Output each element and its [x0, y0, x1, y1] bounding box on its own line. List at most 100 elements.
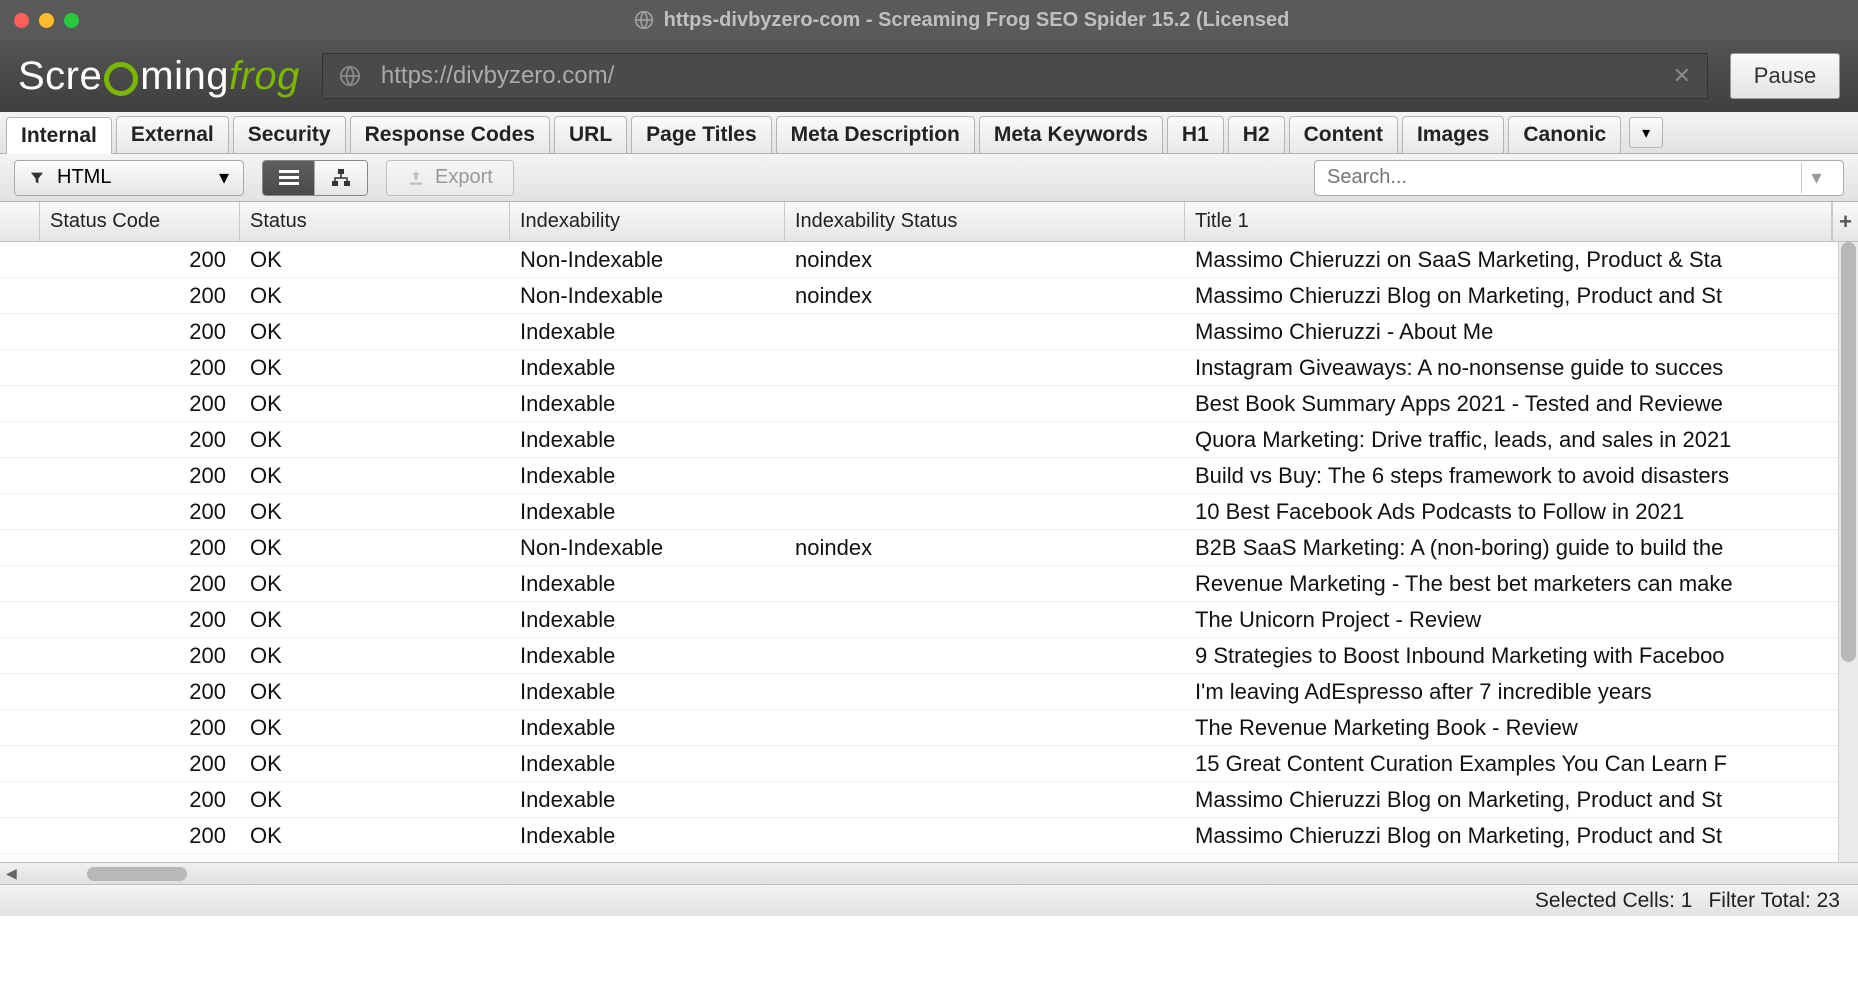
cell-indexability[interactable]: Indexable: [510, 494, 785, 529]
cell-title1[interactable]: Quora Marketing: Drive traffic, leads, a…: [1185, 422, 1858, 457]
url-input-text[interactable]: https://divbyzero.com/: [381, 62, 614, 90]
table-row[interactable]: 200OKIndexableQuora Marketing: Drive tra…: [0, 422, 1858, 458]
cell-status[interactable]: OK: [240, 782, 510, 817]
table-row[interactable]: 200OKIndexable Massimo Chieruzzi - About …: [0, 314, 1858, 350]
cell-status-code[interactable]: 200: [40, 638, 240, 673]
cell-indexability-status[interactable]: noindex: [785, 530, 1185, 565]
table-row[interactable]: 200OKIndexableMassimo Chieruzzi Blog on …: [0, 782, 1858, 818]
cell-status-code[interactable]: 200: [40, 818, 240, 853]
table-row[interactable]: 200OKNon-IndexablenoindexMassimo Chieruz…: [0, 242, 1858, 278]
pause-button[interactable]: Pause: [1730, 53, 1840, 99]
cell-title1[interactable]: Revenue Marketing - The best bet markete…: [1185, 566, 1858, 601]
table-row[interactable]: 200OKIndexable9 Strategies to Boost Inbo…: [0, 638, 1858, 674]
table-row[interactable]: 200OKIndexableBest Book Summary Apps 202…: [0, 386, 1858, 422]
close-window-button[interactable]: [14, 13, 29, 28]
cell-status-code[interactable]: 200: [40, 782, 240, 817]
tab-response-codes[interactable]: Response Codes: [350, 116, 550, 153]
search-dropdown-button[interactable]: ▾: [1801, 163, 1831, 193]
cell-indexability[interactable]: Indexable: [510, 566, 785, 601]
cell-status-code[interactable]: 200: [40, 386, 240, 421]
cell-indexability-status[interactable]: [785, 710, 1185, 745]
cell-status[interactable]: OK: [240, 566, 510, 601]
cell-status-code[interactable]: 200: [40, 458, 240, 493]
table-row[interactable]: 200OKIndexable15 Great Content Curation …: [0, 746, 1858, 782]
cell-status-code[interactable]: 200: [40, 242, 240, 277]
add-column-button[interactable]: +: [1832, 202, 1858, 241]
cell-title1[interactable]: Massimo Chieruzzi on SaaS Marketing, Pro…: [1185, 242, 1858, 277]
cell-indexability-status[interactable]: [785, 494, 1185, 529]
cell-indexability[interactable]: Indexable: [510, 602, 785, 637]
cell-indexability-status[interactable]: [785, 386, 1185, 421]
table-row[interactable]: 200OKIndexableI'm leaving AdEspresso aft…: [0, 674, 1858, 710]
cell-indexability-status[interactable]: noindex: [785, 242, 1185, 277]
cell-indexability-status[interactable]: [785, 674, 1185, 709]
tab-h2[interactable]: H2: [1228, 116, 1285, 153]
cell-status-code[interactable]: 200: [40, 530, 240, 565]
url-input-container[interactable]: https://divbyzero.com/ ✕: [322, 53, 1708, 99]
tab-canonic[interactable]: Canonic: [1508, 116, 1621, 153]
column-header-status[interactable]: Status: [240, 202, 510, 241]
horizontal-scrollbar[interactable]: ◀: [0, 862, 1858, 884]
cell-title1[interactable]: Build vs Buy: The 6 steps framework to a…: [1185, 458, 1858, 493]
search-input[interactable]: [1327, 166, 1801, 189]
cell-status-code[interactable]: 200: [40, 350, 240, 385]
table-row[interactable]: 200OKIndexableRevenue Marketing - The be…: [0, 566, 1858, 602]
search-box[interactable]: ▾: [1314, 160, 1844, 196]
cell-title1[interactable]: B2B SaaS Marketing: A (non-boring) guide…: [1185, 530, 1858, 565]
table-row[interactable]: 200OKIndexable Build vs Buy: The 6 steps …: [0, 458, 1858, 494]
cell-title1[interactable]: Massimo Chieruzzi - About Me: [1185, 314, 1858, 349]
cell-status[interactable]: OK: [240, 710, 510, 745]
filter-dropdown[interactable]: HTML ▾: [14, 160, 244, 196]
cell-status[interactable]: OK: [240, 458, 510, 493]
table-row[interactable]: 200OKNon-IndexablenoindexMassimo Chieruz…: [0, 278, 1858, 314]
scroll-left-icon[interactable]: ◀: [6, 865, 17, 882]
cell-status[interactable]: OK: [240, 818, 510, 853]
column-header-indexability[interactable]: Indexability: [510, 202, 785, 241]
tree-view-button[interactable]: [315, 161, 367, 195]
cell-title1[interactable]: Instagram Giveaways: A no-nonsense guide…: [1185, 350, 1858, 385]
minimize-window-button[interactable]: [39, 13, 54, 28]
column-header-title1[interactable]: Title 1: [1185, 202, 1832, 241]
cell-status-code[interactable]: 200: [40, 314, 240, 349]
cell-status-code[interactable]: 200: [40, 674, 240, 709]
cell-status[interactable]: OK: [240, 350, 510, 385]
cell-status-code[interactable]: 200: [40, 494, 240, 529]
vertical-scroll-thumb[interactable]: [1841, 242, 1856, 662]
tab-overflow-button[interactable]: ▾: [1629, 117, 1663, 148]
vertical-scrollbar[interactable]: [1838, 242, 1858, 862]
cell-title1[interactable]: Massimo Chieruzzi Blog on Marketing, Pro…: [1185, 278, 1858, 313]
tab-url[interactable]: URL: [554, 116, 627, 153]
tab-content[interactable]: Content: [1289, 116, 1398, 153]
cell-status-code[interactable]: 200: [40, 746, 240, 781]
cell-indexability[interactable]: Indexable: [510, 422, 785, 457]
table-row[interactable]: 200OKIndexable10 Best Facebook Ads Podca…: [0, 494, 1858, 530]
tab-security[interactable]: Security: [233, 116, 346, 153]
cell-indexability[interactable]: Indexable: [510, 386, 785, 421]
cell-indexability[interactable]: Non-Indexable: [510, 530, 785, 565]
cell-indexability-status[interactable]: noindex: [785, 278, 1185, 313]
cell-status[interactable]: OK: [240, 494, 510, 529]
tab-page-titles[interactable]: Page Titles: [631, 116, 772, 153]
cell-indexability[interactable]: Non-Indexable: [510, 242, 785, 277]
tab-images[interactable]: Images: [1402, 116, 1504, 153]
table-row[interactable]: 200OKNon-IndexablenoindexB2B SaaS Market…: [0, 530, 1858, 566]
maximize-window-button[interactable]: [64, 13, 79, 28]
clear-url-icon[interactable]: ✕: [1673, 63, 1691, 89]
cell-status[interactable]: OK: [240, 314, 510, 349]
cell-indexability-status[interactable]: [785, 422, 1185, 457]
cell-indexability-status[interactable]: [785, 746, 1185, 781]
cell-status-code[interactable]: 200: [40, 710, 240, 745]
cell-title1[interactable]: 9 Strategies to Boost Inbound Marketing …: [1185, 638, 1858, 673]
cell-status[interactable]: OK: [240, 530, 510, 565]
cell-indexability[interactable]: Indexable: [510, 458, 785, 493]
horizontal-scroll-thumb[interactable]: [87, 867, 187, 881]
cell-status[interactable]: OK: [240, 674, 510, 709]
cell-indexability[interactable]: Indexable: [510, 314, 785, 349]
cell-title1[interactable]: I'm leaving AdEspresso after 7 incredibl…: [1185, 674, 1858, 709]
cell-indexability[interactable]: Indexable: [510, 782, 785, 817]
cell-indexability[interactable]: Indexable: [510, 350, 785, 385]
cell-indexability-status[interactable]: [785, 782, 1185, 817]
cell-status[interactable]: OK: [240, 746, 510, 781]
column-header-status-code[interactable]: Status Code: [40, 202, 240, 241]
cell-status-code[interactable]: 200: [40, 602, 240, 637]
